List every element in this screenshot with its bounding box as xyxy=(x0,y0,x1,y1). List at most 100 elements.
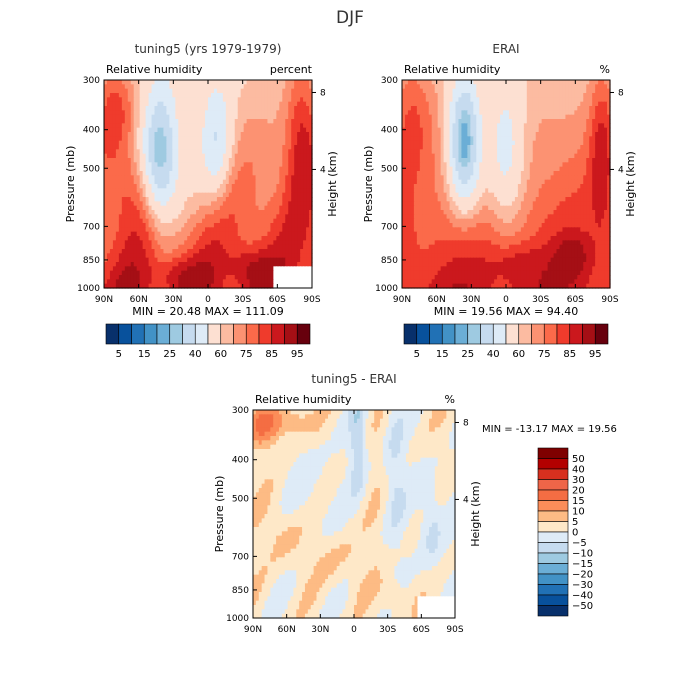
contour-cell xyxy=(458,132,463,137)
contour-cell xyxy=(106,132,111,137)
contour-cell xyxy=(237,179,242,185)
contour-cell xyxy=(276,80,280,85)
contour-cell xyxy=(118,153,123,159)
contour-cell xyxy=(589,93,593,98)
contour-cell xyxy=(196,218,200,224)
contour-cell xyxy=(294,270,298,276)
contour-cell xyxy=(514,132,519,137)
contour-cell xyxy=(285,283,289,289)
contour-cell xyxy=(261,101,266,107)
contour-cell xyxy=(145,93,150,98)
contour-cell xyxy=(234,140,239,146)
contour-cell xyxy=(574,171,578,176)
contour-cell xyxy=(601,166,605,172)
contour-cell xyxy=(202,266,206,272)
contour-cell xyxy=(196,257,200,263)
contour-cell xyxy=(249,145,254,150)
contour-cell xyxy=(252,197,257,202)
contour-cell xyxy=(148,236,153,241)
contour-cell xyxy=(124,123,129,129)
contour-cell xyxy=(517,80,522,85)
contour-cell xyxy=(202,197,206,202)
contour-cell xyxy=(562,171,567,176)
contour-cell xyxy=(288,205,292,211)
contour-cell xyxy=(166,240,170,246)
contour-cell xyxy=(410,101,415,107)
contour-cell xyxy=(193,162,197,168)
contour-cell xyxy=(538,149,543,155)
contour-cell xyxy=(309,270,313,276)
contour-cell xyxy=(127,192,132,198)
contour-cell xyxy=(276,97,280,103)
contour-cell xyxy=(264,249,269,254)
contour-cell xyxy=(184,283,188,289)
contour-cell xyxy=(234,136,239,142)
contour-cell xyxy=(309,184,313,189)
contour-cell xyxy=(136,158,141,163)
contour-cell xyxy=(208,249,212,254)
contour-cell xyxy=(154,132,159,137)
contour-cell xyxy=(210,175,215,181)
contour-cell xyxy=(151,223,156,228)
contour-cell xyxy=(237,266,242,272)
contour-cell xyxy=(279,106,283,111)
contour-cell xyxy=(595,132,599,137)
contour-cell xyxy=(607,153,611,159)
contour-cell xyxy=(130,197,135,202)
contour-cell xyxy=(568,149,572,155)
contour-cell xyxy=(178,227,182,233)
contour-cell xyxy=(255,166,260,172)
contour-cell xyxy=(526,110,531,116)
contour-cell xyxy=(157,262,162,267)
contour-cell xyxy=(115,201,120,207)
contour-cell xyxy=(208,262,212,267)
contour-cell xyxy=(175,136,179,142)
contour-cell xyxy=(503,171,507,176)
contour-cell xyxy=(402,136,406,142)
contour-cell xyxy=(288,192,292,198)
contour-cell xyxy=(240,97,245,103)
contour-cell xyxy=(479,127,483,133)
contour-cell xyxy=(199,227,203,233)
contour-cell xyxy=(297,149,301,155)
contour-cell xyxy=(127,158,132,163)
contour-cell xyxy=(291,88,295,94)
contour-cell xyxy=(267,227,271,233)
contour-cell xyxy=(142,166,147,172)
contour-cell xyxy=(485,140,489,146)
contour-cell xyxy=(169,84,173,90)
colorbar-swatch xyxy=(105,323,120,345)
contour-cell xyxy=(175,223,179,228)
contour-cell xyxy=(508,93,513,98)
contour-cell xyxy=(282,279,286,285)
contour-cell xyxy=(416,101,421,107)
contour-cell xyxy=(562,149,567,155)
contour-cell xyxy=(514,123,519,129)
contour-cell xyxy=(452,106,457,111)
contour-cell xyxy=(249,132,254,137)
contour-cell xyxy=(288,127,292,133)
contour-cell xyxy=(202,184,206,189)
contour-cell xyxy=(294,132,298,137)
contour-cell xyxy=(589,158,593,163)
contour-cell xyxy=(210,283,215,289)
contour-cell xyxy=(264,145,269,150)
contour-cell xyxy=(231,93,236,98)
contour-cell xyxy=(243,262,248,267)
contour-cell xyxy=(571,162,575,168)
contour-cell xyxy=(139,166,144,172)
contour-cell xyxy=(193,123,197,129)
contour-cell xyxy=(240,240,245,246)
contour-cell xyxy=(571,110,575,116)
contour-cell xyxy=(237,283,242,289)
contour-cell xyxy=(282,101,286,107)
contour-cell xyxy=(547,153,552,159)
contour-cell xyxy=(574,106,578,111)
contour-cell xyxy=(267,175,271,181)
contour-cell xyxy=(133,240,138,246)
contour-cell xyxy=(595,84,599,90)
contour-cell xyxy=(276,227,280,233)
contour-cell xyxy=(148,223,153,228)
contour-cell xyxy=(309,283,313,289)
contour-cell xyxy=(231,279,236,285)
